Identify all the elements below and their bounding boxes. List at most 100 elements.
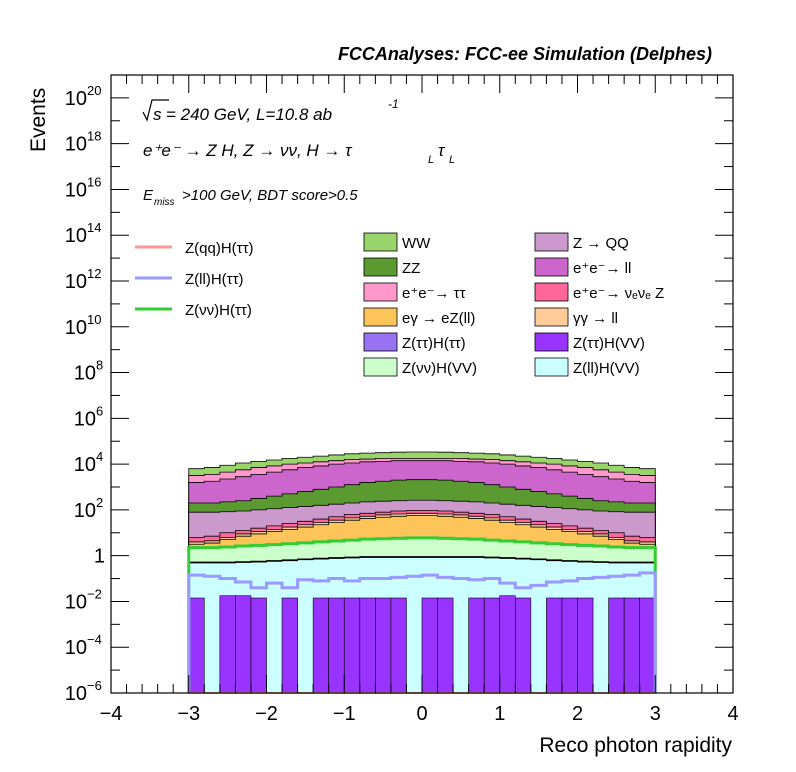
bar-ztautau-hvv-19 — [483, 597, 501, 694]
y-tick-exponent: 12 — [87, 266, 101, 281]
legend-box-label: e⁺e⁻→ ll — [573, 260, 631, 277]
x-tick-label: 3 — [650, 703, 661, 725]
bar-ztautau-hvv-21 — [514, 597, 532, 694]
y-tick-exponent: 10 — [87, 312, 101, 327]
legend-box-swatch — [363, 257, 398, 277]
bar-ztautau-hvv-13 — [390, 597, 407, 694]
legend-line-label: Z(νν)H(ττ) — [185, 302, 252, 319]
bar-ztautau-hvv-2 — [219, 595, 236, 694]
bar-ztautau-hvv-25 — [577, 597, 594, 694]
chart-title: FCCAnalyses: FCC-ee Simulation (Delphes) — [338, 44, 712, 64]
legend-box-swatch — [363, 307, 398, 327]
y-axis-label: Events — [27, 88, 50, 152]
bar-ztautau-hvv-23 — [546, 597, 563, 694]
bar-ztautau-hvv-0 — [188, 597, 205, 694]
y-tick-label: 1 — [94, 546, 105, 568]
legend-box-swatch — [363, 282, 398, 302]
y-tick-label: 10 — [65, 271, 87, 293]
legend-box-swatch — [534, 332, 569, 352]
annotation-process-tau2: τ — [438, 141, 446, 160]
line-Znunu_Htautau_line — [187, 536, 657, 693]
annotation-process-text: e⁺e⁻ → Z H, Z → νν, H → τ — [143, 141, 353, 160]
bar-ztautau-hvv-18 — [468, 597, 485, 694]
y-tick-label: 10 — [65, 683, 87, 705]
y-tick-label: 10 — [65, 591, 87, 613]
legend-box-swatch — [534, 307, 569, 327]
legend-box-swatch — [534, 282, 569, 302]
bar-ztautau-hvv-4 — [250, 597, 267, 694]
legend-box-label: Z → QQ — [573, 235, 629, 252]
legend-box-label: Z(ττ)H(ττ) — [402, 335, 466, 352]
y-tick-label: 10 — [74, 500, 96, 522]
bar-ztautau-hvv-27 — [608, 597, 625, 694]
y-tick-label: 10 — [65, 179, 87, 201]
bar-ztautau-hvv-16 — [437, 597, 454, 694]
legend-box-swatch — [534, 232, 569, 252]
bar-ztautau-hvv-10 — [343, 597, 361, 694]
x-tick-label: −2 — [255, 703, 278, 725]
legend-box-label: Z(νν)H(VV) — [402, 360, 477, 377]
bar-ztautau-hvv-11 — [359, 597, 376, 694]
annotation-cut-sub: miss — [154, 197, 175, 208]
bar-ztautau-hvv-9 — [328, 597, 345, 694]
y-tick-label: 10 — [65, 134, 87, 156]
y-tick-exponent: 18 — [87, 129, 101, 144]
annotation-cut: E miss >100 GeV, BDT score>0.5 — [143, 187, 358, 208]
annotation-energy-sup: -1 — [388, 97, 399, 111]
x-tick-label: 4 — [727, 703, 738, 725]
annotation-cut-e: E — [143, 187, 154, 204]
annotation-energy: s = 240 GeV, L=10.8 ab -1 — [142, 97, 399, 124]
y-tick-exponent: 20 — [87, 83, 101, 98]
y-tick-label: 10 — [65, 88, 87, 110]
x-axis-label: Reco photon rapidity — [539, 734, 732, 757]
legend-box-label: γγ → ll — [573, 310, 618, 327]
legend-box-label: eγ → eZ(ll) — [402, 310, 475, 327]
bar-ztautau-hvv-3 — [235, 595, 252, 694]
y-tick-exponent: −6 — [87, 678, 102, 693]
y-tick-exponent: 8 — [96, 358, 103, 373]
y-tick-label: 10 — [74, 408, 96, 430]
x-tick-label: 2 — [572, 703, 583, 725]
stacked-bars — [188, 451, 656, 694]
bar-ztautau-hvv-8 — [312, 597, 329, 694]
annotation-cut-text: >100 GeV, BDT score>0.5 — [182, 187, 358, 204]
legend-line-label: Z(qq)H(ττ) — [185, 240, 254, 257]
bar-ztautau-hvv-12 — [375, 597, 392, 694]
y-tick-label: 10 — [65, 225, 87, 247]
legend: Z(qq)H(ττ) Z(ll)H(ττ) Z(νν)H(ττ) WW Z → QQ ZZ… — [135, 232, 664, 377]
x-tick-label: 0 — [416, 703, 427, 725]
legend-box-label: Z(ττ)H(VV) — [573, 335, 645, 352]
legend-box-swatch — [363, 232, 398, 252]
y-tick-exponent: 6 — [96, 403, 103, 418]
bar-ztautau-hvv-29 — [639, 597, 656, 694]
bar-ztautau-hvv-20 — [499, 595, 516, 694]
y-tick-label: 10 — [65, 317, 87, 339]
annotation-energy-s: s — [153, 105, 162, 124]
legend-box-swatch — [363, 357, 398, 377]
x-tick-label: −3 — [177, 703, 200, 725]
legend-box-label: e⁺e⁻→ νₑνₑ Z — [573, 285, 664, 302]
line-Zll_Htautau_line — [187, 571, 657, 693]
y-tick-exponent: −4 — [87, 632, 102, 647]
legend-box-label: e⁺e⁻→ ττ — [402, 285, 466, 302]
y-tick-exponent: −2 — [87, 586, 102, 601]
y-tick-exponent: 4 — [96, 449, 103, 464]
legend-box-label: Z(ll)H(VV) — [573, 360, 640, 377]
y-tick-exponent: 16 — [87, 174, 101, 189]
legend-box-swatch — [534, 357, 569, 377]
x-tick-label: 1 — [494, 703, 505, 725]
y-tick-exponent: 2 — [96, 495, 103, 510]
legend-box-label: WW — [402, 235, 431, 252]
y-tick-label: 10 — [65, 637, 87, 659]
annotation-process-sub1: L — [428, 154, 434, 166]
y-tick-exponent: 14 — [87, 220, 101, 235]
y-tick-label: 10 — [74, 454, 96, 476]
bar-ztautau-hvv-15 — [421, 597, 438, 694]
x-tick-label: −4 — [100, 703, 123, 725]
annotation-energy-text: = 240 GeV, L=10.8 ab — [166, 105, 332, 124]
legend-box-swatch — [363, 332, 398, 352]
bar-ztautau-hvv-6 — [281, 597, 298, 694]
annotation-process: e⁺e⁻ → Z H, Z → νν, H → τ L τ L — [143, 141, 455, 166]
